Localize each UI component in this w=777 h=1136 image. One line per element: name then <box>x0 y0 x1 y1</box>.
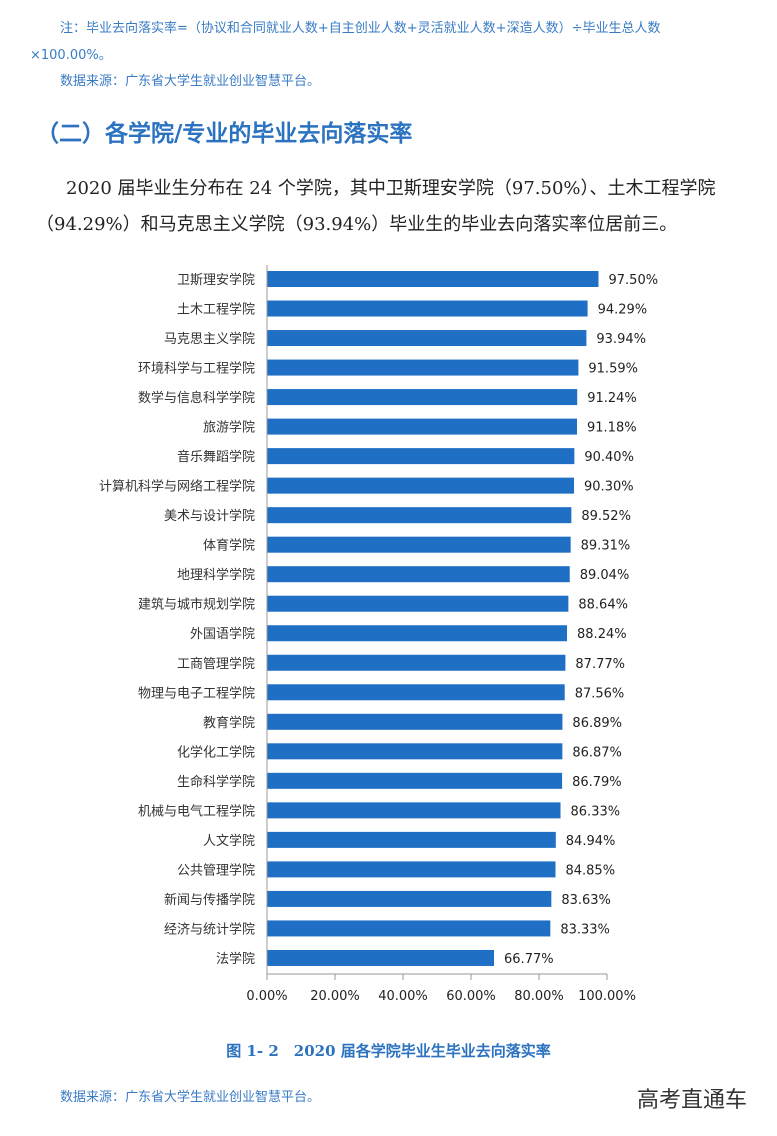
data-label: 90.30% <box>584 480 634 495</box>
bar <box>267 448 575 465</box>
bar <box>267 300 588 317</box>
x-tick-label: 20.00% <box>310 989 360 1004</box>
data-label: 86.89% <box>572 716 622 731</box>
category-label: 美术与设计学院 <box>164 508 255 524</box>
bar <box>267 949 495 966</box>
category-label: 外国语学院 <box>190 626 255 642</box>
bar <box>267 536 571 553</box>
category-label: 生命科学学院 <box>177 774 255 790</box>
category-label: 马克思主义学院 <box>164 331 255 347</box>
data-label: 86.87% <box>572 745 622 760</box>
data-label: 86.33% <box>571 804 621 819</box>
data-label: 90.40% <box>584 450 634 465</box>
data-label: 97.50% <box>609 273 659 288</box>
category-label: 土木工程学院 <box>177 302 255 318</box>
data-source-bottom: 数据来源：广东省大学生就业创业智慧平台。 <box>60 1090 321 1105</box>
category-label: 法学院 <box>216 951 255 967</box>
category-label: 公共管理学院 <box>177 862 255 878</box>
bar <box>267 507 572 524</box>
bar <box>267 772 563 789</box>
data-source-top: 数据来源：广东省大学生就业创业智慧平台。 <box>60 74 321 89</box>
data-label: 93.94% <box>596 332 646 347</box>
data-label: 84.85% <box>565 863 615 878</box>
bar <box>267 743 563 760</box>
x-tick-label: 0.00% <box>246 989 287 1004</box>
data-label: 84.94% <box>566 834 616 849</box>
category-label: 旅游学院 <box>203 420 255 436</box>
bar <box>267 595 569 612</box>
bar <box>267 477 575 494</box>
bar <box>267 418 578 435</box>
data-label: 66.77% <box>504 952 554 967</box>
bar <box>267 713 563 730</box>
category-label: 工商管理学院 <box>177 656 255 672</box>
bar <box>267 831 556 848</box>
data-label: 88.24% <box>577 627 627 642</box>
bar <box>267 566 570 583</box>
formula-note: 注：毕业去向落实率=（协议和合同就业人数+自主创业人数+灵活就业人数+深造人数）… <box>60 21 661 36</box>
data-label: 87.77% <box>575 657 625 672</box>
category-label: 卫斯理安学院 <box>177 272 255 288</box>
bar <box>267 684 565 701</box>
category-label: 新闻与传播学院 <box>164 892 255 908</box>
bar <box>267 920 551 937</box>
category-label: 教育学院 <box>203 715 255 731</box>
data-label: 89.04% <box>580 568 630 583</box>
chart-caption: 图 1- 2 2020 届各学院毕业生毕业去向落实率 <box>226 1042 551 1060</box>
category-label: 地理科学学院 <box>177 567 255 583</box>
bar <box>267 271 599 287</box>
category-label: 人文学院 <box>203 833 255 849</box>
x-tick-label: 60.00% <box>446 989 496 1004</box>
bar <box>267 625 568 642</box>
data-label: 83.33% <box>560 922 610 937</box>
category-label: 计算机科学与网络工程学院 <box>99 479 255 495</box>
category-label: 数学与信息科学学院 <box>138 390 255 406</box>
category-label: 化学化工学院 <box>177 744 255 760</box>
formula-note-cont: ×100.00%。 <box>30 48 112 63</box>
bar <box>267 861 556 878</box>
bar <box>267 330 587 347</box>
category-label: 机械与电气工程学院 <box>138 803 255 819</box>
category-label: 环境科学与工程学院 <box>138 361 255 377</box>
data-label: 89.31% <box>581 539 631 554</box>
paragraph-line1: 2020 届毕业生分布在 24 个学院，其中卫斯理安学院（97.50%）、土木工… <box>66 178 716 199</box>
data-label: 83.63% <box>561 893 611 908</box>
bar <box>267 802 561 819</box>
category-label: 物理与电子工程学院 <box>138 685 255 701</box>
bar <box>267 890 552 907</box>
data-label: 94.29% <box>598 303 648 318</box>
data-label: 89.52% <box>581 509 631 524</box>
x-tick-label: 100.00% <box>578 989 636 1004</box>
category-label: 建筑与城市规划学院 <box>138 597 255 613</box>
watermark: 高考直通车 <box>636 1088 747 1113</box>
section-title: （二）各学院/专业的毕业去向落实率 <box>36 121 413 147</box>
bar <box>267 654 566 671</box>
category-label: 音乐舞蹈学院 <box>177 449 255 465</box>
data-label: 87.56% <box>575 686 625 701</box>
paragraph-line2: （94.29%）和马克思主义学院（93.94%）毕业生的毕业去向落实率位居前三。 <box>36 214 678 235</box>
bar <box>267 359 579 376</box>
data-label: 91.18% <box>587 421 637 436</box>
bar <box>267 389 578 406</box>
bar-chart: 卫斯理安学院 97.50% 土木工程学院 94.29% 马克思主义学院 93.94% 环境科… <box>99 265 659 1004</box>
x-tick-label: 40.00% <box>378 989 428 1004</box>
data-label: 91.59% <box>588 362 638 377</box>
data-label: 88.64% <box>578 598 628 613</box>
x-tick-label: 80.00% <box>514 989 564 1004</box>
data-label: 86.79% <box>572 775 622 790</box>
category-label: 经济与统计学院 <box>164 921 255 937</box>
data-label: 91.24% <box>587 391 637 406</box>
category-label: 体育学院 <box>203 538 255 554</box>
